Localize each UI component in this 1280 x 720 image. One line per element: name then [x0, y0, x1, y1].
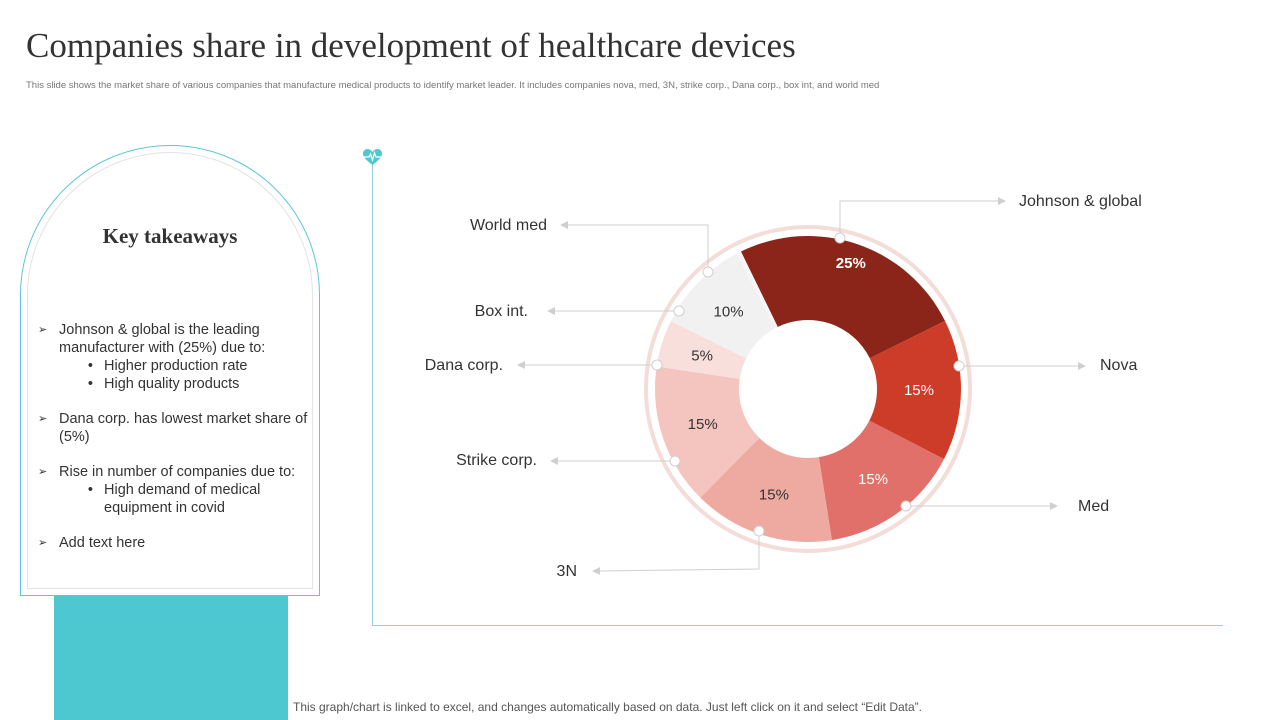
slice-percent-label: 15%: [858, 471, 888, 488]
donut-slice: [736, 251, 778, 328]
slice-percent-label: 15%: [904, 382, 934, 399]
donut-slice: [655, 366, 760, 498]
takeaway-text: Johnson & global is the leading manufact…: [59, 322, 266, 356]
takeaway-subitem: • High demand of medical equipment in cov…: [59, 481, 310, 517]
leader-dot: [953, 360, 965, 372]
leader-dot: [669, 455, 681, 467]
leader-arrow-icon: [560, 221, 568, 229]
donut-slice: [869, 320, 961, 460]
leader-line: [599, 531, 760, 572]
leader-arrow-icon: [550, 457, 558, 465]
slice-percent-label: 25%: [836, 255, 866, 272]
slice-name-label: World med: [470, 217, 547, 234]
takeaway-text: Add text here: [59, 535, 146, 551]
leader-dot: [702, 266, 714, 278]
leader-dot: [900, 500, 912, 512]
slice-name-label: Box int.: [475, 303, 528, 320]
takeaway-subitem-text: High demand of medical equipment in covi…: [104, 482, 261, 516]
vertical-axis-line: [372, 163, 373, 626]
leader-arrow-icon: [592, 567, 600, 575]
heartbeat-icon: [363, 149, 382, 165]
arrow-bullet-icon: ➢: [38, 413, 48, 425]
leader-arrow-icon: [998, 197, 1006, 205]
leader-dot: [753, 525, 765, 537]
teal-accent-block: [54, 596, 288, 720]
slice-percent-label: 5%: [691, 348, 713, 365]
donut-slice: [700, 438, 832, 542]
arrow-bullet-icon: ➢: [38, 466, 48, 478]
horizontal-axis-line: [372, 625, 1223, 626]
takeaway-subitem-text: Higher production rate: [104, 358, 248, 374]
donut-slice: [656, 320, 747, 379]
donut-slice: [740, 236, 945, 359]
donut-slice: [818, 420, 944, 541]
takeaways-title: Key takeaways: [102, 224, 238, 248]
arrow-bullet-icon: ➢: [38, 537, 48, 549]
leader-arrow-icon: [1078, 362, 1086, 370]
dot-bullet-icon: •: [87, 376, 93, 392]
takeaway-subitem-text: High quality products: [104, 376, 240, 392]
takeaway-subitem: • High quality products: [59, 375, 310, 393]
slice-percent-label: 10%: [714, 303, 744, 320]
slice-percent-label: 15%: [759, 487, 789, 504]
arrow-bullet-icon: ➢: [38, 324, 48, 336]
slice-percent-label: 15%: [688, 416, 718, 433]
takeaways-card: [27, 152, 313, 589]
donut-slice: [670, 253, 776, 359]
takeaway-text: Dana corp. has lowest market share of (5…: [59, 411, 308, 445]
donut-outer-ring: [644, 225, 972, 553]
takeaway-item: ➢ Rise in number of companies due to: • Hig…: [38, 463, 310, 517]
takeaway-item: ➢ Dana corp. has lowest market share of (…: [38, 410, 310, 446]
dot-bullet-icon: •: [87, 358, 93, 374]
leader-arrow-icon: [517, 361, 525, 369]
leader-line: [839, 200, 998, 238]
leader-arrow-icon: [1050, 502, 1058, 510]
page-subtitle: This slide shows the market share of var…: [26, 80, 880, 91]
slice-name-label: Med: [1078, 498, 1109, 515]
slice-name-label: 3N: [557, 563, 577, 580]
leader-line: [568, 224, 709, 272]
slice-name-label: Dana corp.: [425, 357, 503, 374]
leader-dot: [651, 359, 663, 371]
slice-name-label: Strike corp.: [456, 452, 537, 469]
leader-arrow-icon: [547, 307, 555, 315]
leader-dot: [834, 232, 846, 244]
dot-bullet-icon: •: [87, 482, 93, 498]
takeaway-subitem: • Higher production rate: [59, 357, 310, 375]
takeaway-item: ➢ Johnson & global is the leading manufac…: [38, 321, 310, 393]
slice-name-label: Johnson & global: [1019, 193, 1142, 210]
page-title: Companies share in development of health…: [26, 26, 796, 65]
leader-dot: [673, 305, 685, 317]
footer-note: This graph/chart is linked to excel, and…: [293, 700, 922, 714]
slice-name-label: Nova: [1100, 357, 1137, 374]
takeaways-list: ➢ Johnson & global is the leading manufac…: [38, 321, 310, 569]
takeaway-text: Rise in number of companies due to:: [59, 464, 296, 480]
takeaway-item: ➢ Add text here: [38, 534, 310, 552]
